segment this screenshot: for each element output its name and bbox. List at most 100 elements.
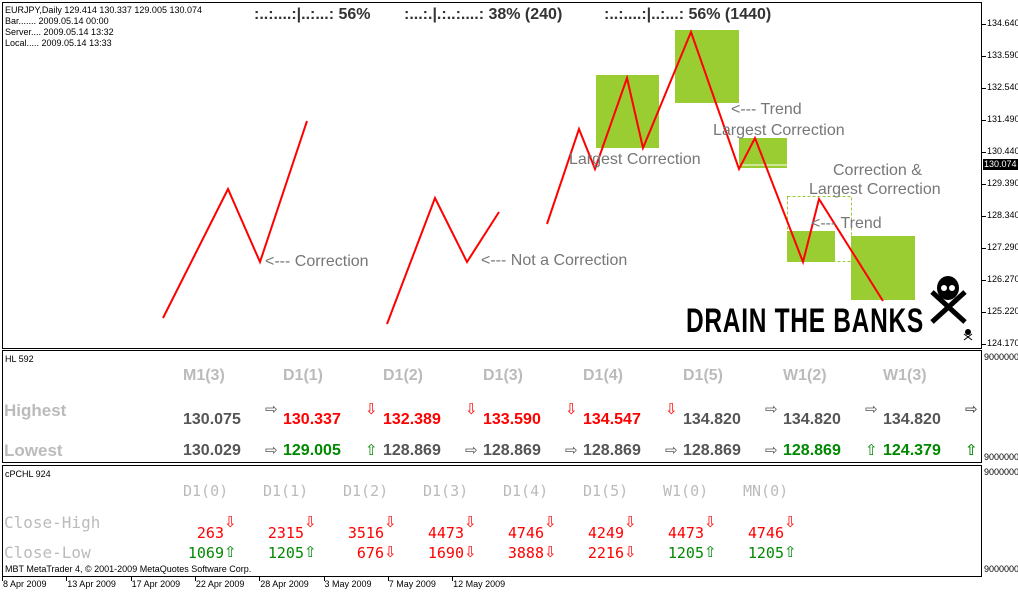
axis-tick <box>982 216 986 217</box>
arrow-up-icon: ⇧ <box>365 442 378 459</box>
price-chart-drawing <box>162 29 973 341</box>
hl-column-header: W1(3) <box>883 367 927 384</box>
date-tick <box>387 577 389 581</box>
price-tick-label: 132.540 <box>987 82 1018 92</box>
arrow-right-icon: ⇨ <box>665 442 678 459</box>
axis-tick <box>982 152 986 153</box>
pchl-panel <box>2 465 982 577</box>
zigzag-line <box>546 29 884 302</box>
highlight-box <box>787 231 835 262</box>
hl-column-header: D1(2) <box>383 367 424 384</box>
date-label: 22 Apr 2009 <box>195 579 245 589</box>
arrow-down-icon: ⇩ <box>365 401 378 418</box>
arrow-up-icon: ⇧ <box>304 544 317 561</box>
pchl-column-header: D1(2) <box>343 482 389 500</box>
arrow-down-icon: ⇩ <box>464 544 477 561</box>
hl-value: 134.820 <box>883 411 941 428</box>
hl-value: 130.075 <box>183 411 241 428</box>
pchl-column-header: D1(1) <box>263 482 309 500</box>
hl-value: 128.869 <box>383 442 441 459</box>
arrow-down-icon: ⇩ <box>624 514 637 531</box>
arrow-down-icon: ⇩ <box>624 544 637 561</box>
pchl-column-header: D1(3) <box>423 482 469 500</box>
pchl-value: 1205 <box>747 544 784 562</box>
dotted-box <box>787 196 852 262</box>
pchl-column-header: W1(0) <box>663 482 709 500</box>
pchl-value: 4746 <box>507 524 544 542</box>
pchl-value: 676 <box>356 544 384 562</box>
axis-tick <box>982 344 986 345</box>
hl-value: 130.029 <box>183 442 241 459</box>
axis-tick <box>982 184 986 185</box>
arrow-down-icon: ⇩ <box>465 401 478 418</box>
price-tick-label: 133.590 <box>987 50 1018 60</box>
symbol-line: EURJPY,Daily 129.414 130.337 129.005 130… <box>5 5 202 15</box>
arrow-down-icon: ⇩ <box>464 514 477 531</box>
skull-crossbones-icon <box>930 276 973 341</box>
pchl-value: 2216 <box>587 544 624 562</box>
pchl-column-header: MN(0) <box>743 482 789 500</box>
annotation-largest-correction: Largest Correction <box>809 181 941 198</box>
hl-panel <box>2 350 982 463</box>
pchl-column-header: D1(4) <box>503 482 549 500</box>
pchl-value: 3888 <box>507 544 544 562</box>
pchl-column-header: D1(0) <box>183 482 229 500</box>
axis-tick <box>982 24 986 25</box>
hl-row-label: Highest <box>4 401 67 420</box>
axis-tick <box>982 120 986 121</box>
annotation-trend: <--- Trend <box>731 101 802 118</box>
hl-column-header: D1(4) <box>583 367 624 384</box>
date-tick <box>2 577 3 581</box>
price-tick-label: 131.490 <box>987 114 1018 124</box>
banner-text: DRAIN THE BANKS <box>686 302 924 340</box>
pchl-value: 263 <box>196 524 224 542</box>
pchl-value: 1690 <box>427 544 464 562</box>
hl-value: 128.869 <box>483 442 541 459</box>
axis-tick <box>982 88 986 89</box>
indicator-56pct: :..:....:|..:...: 56% <box>254 6 371 23</box>
arrow-right-icon: ⇨ <box>565 442 578 459</box>
date-label: 12 May 2009 <box>453 579 506 589</box>
annotation-correction-and: Correction & <box>833 162 922 179</box>
price-tick-label: 130.440 <box>987 146 1018 156</box>
highlight-box <box>675 30 739 103</box>
date-label: 7 May 2009 <box>388 579 436 589</box>
date-tick <box>194 577 196 581</box>
hl-value: 134.547 <box>583 411 641 428</box>
hl-column-header: D1(3) <box>483 367 524 384</box>
date-tick <box>259 577 261 581</box>
pchl-value: 4746 <box>747 524 784 542</box>
pchl-value: 1205 <box>267 544 304 562</box>
axis-tick <box>982 312 986 313</box>
date-tick <box>452 577 454 581</box>
axis-label: 9000000 <box>984 467 1018 477</box>
date-label: 13 Apr 2009 <box>67 579 116 589</box>
date-tick <box>130 577 132 581</box>
arrow-right-icon: ⇨ <box>865 401 878 418</box>
axis-tick <box>982 248 986 249</box>
hl-column-header: D1(5) <box>683 367 724 384</box>
current-price-label: 130.074 <box>983 159 1018 170</box>
arrow-right-icon: ⇨ <box>765 442 778 459</box>
hl-value: 134.820 <box>783 411 841 428</box>
pchl-value: 1205 <box>667 544 704 562</box>
date-label: 28 Apr 2009 <box>260 579 309 589</box>
price-tick-label: 134.640 <box>987 18 1018 28</box>
bar-time: Bar....... 2009.05.14 00:00 <box>5 16 109 26</box>
hl-column-header: M1(3) <box>183 367 225 384</box>
pchl-row-label: Close-Low <box>4 543 91 562</box>
date-tick <box>323 577 325 581</box>
arrow-right-icon: ⇨ <box>265 401 278 418</box>
indicator-56pct-1440: :..:....:|..:...: 56% (1440) <box>604 6 772 23</box>
main-chart[interactable] <box>2 2 982 349</box>
arrow-down-icon: ⇩ <box>784 514 797 531</box>
arrow-down-icon: ⇩ <box>384 514 397 531</box>
hl-value: 128.869 <box>583 442 641 459</box>
hl-value: 129.005 <box>283 442 341 459</box>
price-tick-label: 124.170 <box>987 338 1018 348</box>
arrow-up-icon: ⇧ <box>965 442 978 459</box>
axis-tick <box>982 280 986 281</box>
price-tick-label: 125.220 <box>987 306 1018 316</box>
hl-value: 124.379 <box>883 442 941 459</box>
pchl-value: 1069 <box>187 544 224 562</box>
